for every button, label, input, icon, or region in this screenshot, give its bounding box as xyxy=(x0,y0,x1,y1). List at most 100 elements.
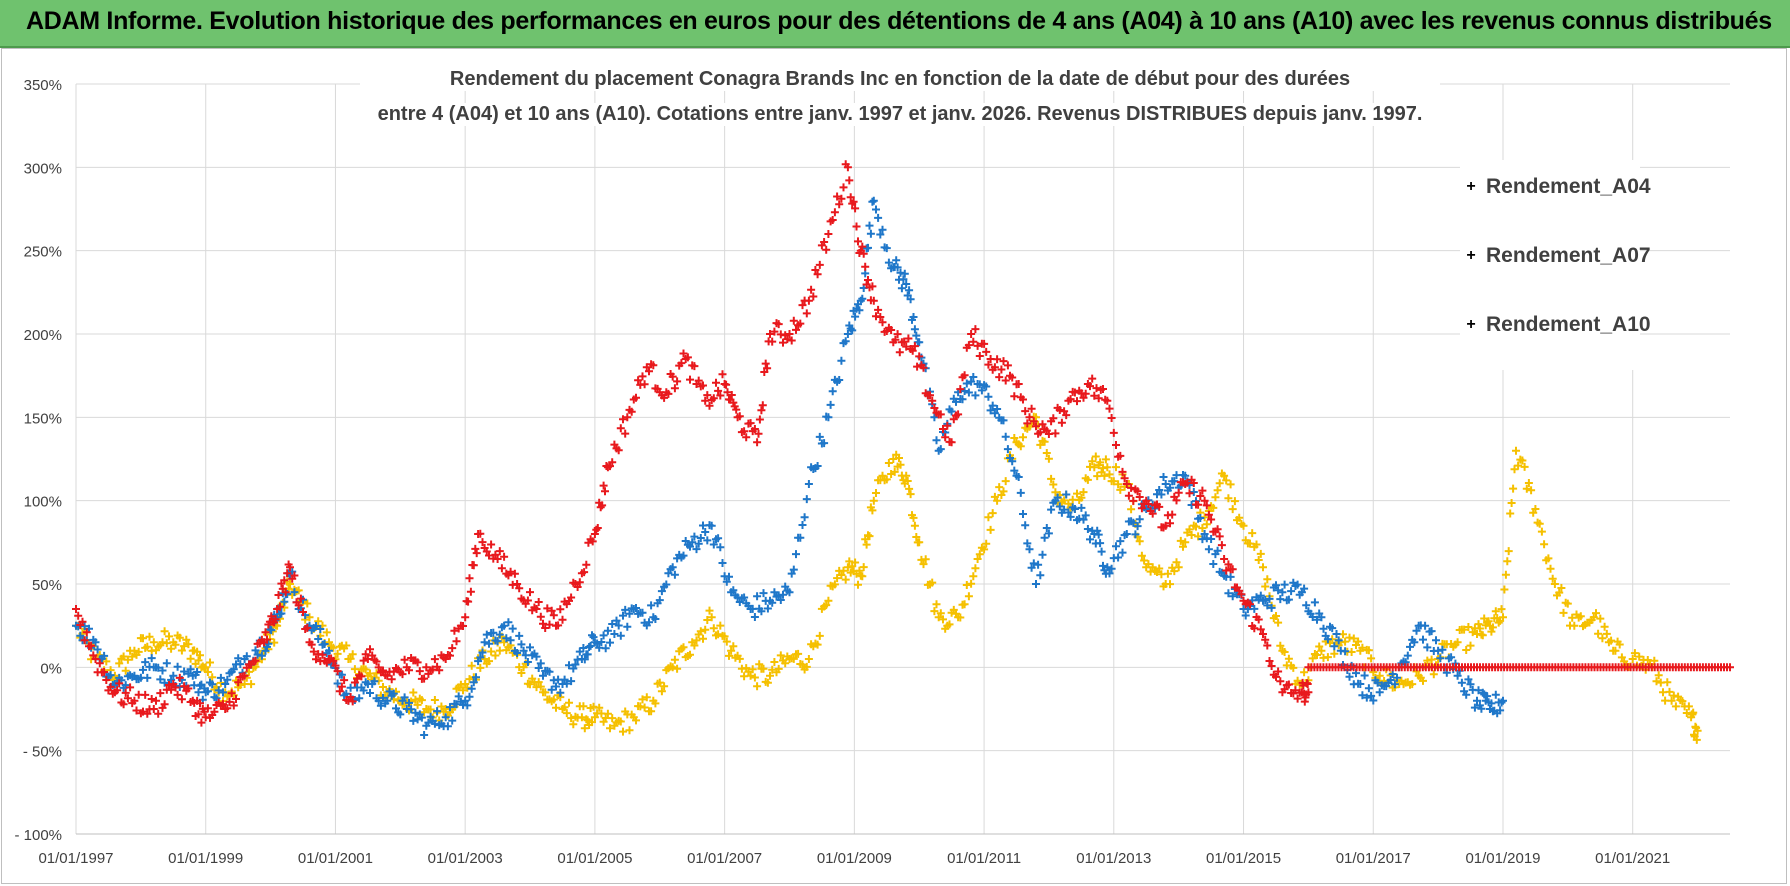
x-tick-label: 01/01/2011 xyxy=(947,850,1021,867)
series-point xyxy=(1284,654,1293,663)
legend-item-a04: + Rendement_A04 xyxy=(1460,172,1650,202)
series-point xyxy=(1096,458,1105,467)
series-point xyxy=(389,689,398,698)
series-point xyxy=(567,593,576,602)
series-point xyxy=(398,670,407,679)
series-point xyxy=(433,707,442,716)
series-point xyxy=(580,724,589,733)
series-point xyxy=(1274,586,1283,595)
series-point xyxy=(1317,646,1326,655)
series-point xyxy=(964,388,973,397)
series-point xyxy=(753,592,762,601)
series-point xyxy=(632,716,640,725)
x-tick-label: 01/01/2001 xyxy=(298,850,373,867)
series-point xyxy=(261,646,270,655)
series-point xyxy=(446,703,454,712)
series-point xyxy=(219,688,227,697)
series-point xyxy=(939,425,947,433)
series-point xyxy=(1202,520,1211,529)
series-point xyxy=(407,705,416,714)
series-point xyxy=(608,620,617,628)
series-point xyxy=(113,686,122,695)
series-point xyxy=(186,654,195,663)
series-point xyxy=(776,596,785,604)
series-point xyxy=(1557,584,1566,592)
series-point xyxy=(909,313,918,321)
series-point xyxy=(1100,471,1109,480)
series-point xyxy=(1256,591,1265,600)
series-point xyxy=(1042,426,1051,435)
series-point xyxy=(409,716,418,725)
series-point xyxy=(1506,509,1515,518)
series-point xyxy=(409,688,418,697)
series-point xyxy=(1491,690,1500,699)
series-point xyxy=(1267,662,1276,670)
series-point xyxy=(1611,646,1620,655)
series-point xyxy=(833,574,842,583)
series-point xyxy=(515,584,524,593)
series-point xyxy=(727,391,736,399)
series-point xyxy=(102,676,111,684)
series-point xyxy=(552,703,560,712)
series-point xyxy=(1025,545,1034,554)
series-point xyxy=(1280,648,1289,656)
series-point xyxy=(361,650,370,659)
series-point xyxy=(906,345,915,353)
series-point xyxy=(779,590,787,599)
series-point xyxy=(497,623,506,632)
series-point xyxy=(370,677,379,686)
series-point xyxy=(1524,479,1533,487)
series-point xyxy=(1027,563,1036,572)
series-point xyxy=(1105,470,1114,479)
series-point xyxy=(534,598,543,606)
y-tick-label: - 100% xyxy=(14,827,62,844)
series-point xyxy=(476,663,485,672)
series-point xyxy=(1654,671,1663,680)
series-point xyxy=(493,637,502,646)
series-point xyxy=(93,645,102,654)
series-point xyxy=(411,708,420,717)
series-point xyxy=(1254,556,1263,564)
series-point xyxy=(820,238,829,246)
series-point xyxy=(495,630,504,639)
series-point xyxy=(1313,615,1321,624)
series-point xyxy=(251,646,260,655)
series-point xyxy=(824,596,833,605)
series-point xyxy=(257,651,266,660)
series-point xyxy=(928,396,937,405)
series-point xyxy=(945,620,954,629)
series-point xyxy=(716,391,725,400)
series-point xyxy=(355,694,364,703)
series-point xyxy=(1148,509,1157,518)
series-point xyxy=(208,673,217,682)
series-point xyxy=(701,625,710,634)
series-point xyxy=(1096,539,1105,548)
series-point xyxy=(1051,488,1060,497)
series-point xyxy=(593,639,602,648)
series-point xyxy=(932,436,941,445)
series-point xyxy=(415,667,424,676)
series-point xyxy=(1483,618,1492,627)
series-point xyxy=(993,405,1002,413)
series-point xyxy=(567,677,576,686)
series-point xyxy=(1466,680,1475,689)
series-point xyxy=(694,539,703,548)
series-point xyxy=(552,682,560,691)
series-point xyxy=(299,608,307,616)
series-point xyxy=(990,492,999,501)
series-point xyxy=(813,462,822,470)
series-point xyxy=(936,445,945,454)
series-point xyxy=(1224,560,1233,569)
series-point xyxy=(575,578,584,587)
series-point xyxy=(448,644,457,653)
series-point xyxy=(177,695,186,704)
series-point xyxy=(294,601,303,610)
series-point xyxy=(154,709,163,718)
series-point xyxy=(1473,696,1481,705)
series-point xyxy=(312,655,320,664)
series-point xyxy=(485,657,493,666)
series-point xyxy=(616,717,625,726)
series-point xyxy=(802,495,811,504)
series-point xyxy=(1261,596,1270,604)
series-point xyxy=(763,678,772,687)
